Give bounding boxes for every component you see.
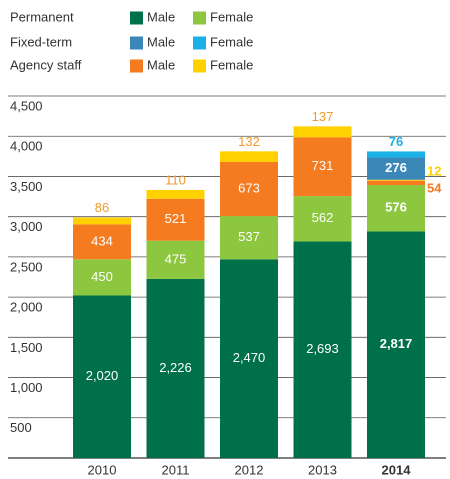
y-tick-label: 4,500 (10, 98, 43, 113)
value-label: 2,020 (86, 368, 119, 383)
value-label: 576 (385, 200, 407, 215)
legend-swatch (193, 11, 206, 25)
value-label: 54 (427, 180, 442, 195)
bar-segment (293, 137, 352, 197)
bar-segment (220, 259, 278, 458)
value-label: 450 (91, 269, 113, 284)
bar-segment (220, 216, 278, 260)
value-label: 2,693 (306, 341, 339, 356)
value-label: 276 (385, 160, 407, 175)
legend-label: Female (210, 9, 253, 24)
bar-segment (146, 189, 205, 199)
bar-segment (367, 185, 425, 232)
bar-segment (367, 179, 425, 181)
value-label: 434 (91, 233, 113, 248)
bar-segment (367, 180, 425, 186)
bar-segment (220, 161, 278, 217)
legend-swatch (193, 59, 206, 73)
bar-segment (367, 157, 425, 180)
y-tick-label: 4,000 (10, 139, 43, 154)
value-label: 110 (165, 172, 186, 187)
bar-segment (367, 151, 425, 158)
value-label: 76 (389, 134, 403, 149)
value-label: 86 (95, 200, 109, 215)
bar-segment (293, 241, 352, 458)
value-label: 521 (165, 211, 187, 226)
y-tick-label: 3,000 (10, 219, 43, 234)
legend-swatch (193, 36, 206, 50)
bar-segment (146, 240, 205, 279)
bar-segment (73, 259, 131, 296)
bar-segment (73, 217, 131, 225)
value-label: 12 (427, 164, 441, 179)
value-label: 2,470 (233, 350, 266, 365)
value-label: 562 (312, 210, 334, 225)
y-tick-label: 3,500 (10, 179, 43, 194)
legend-swatch (130, 11, 143, 25)
legend-group: Permanent (10, 9, 74, 24)
legend-swatch (130, 59, 143, 73)
legend-label: Female (210, 34, 253, 49)
legend-label: Male (147, 34, 175, 49)
bar-segment (73, 295, 131, 458)
y-tick-label: 500 (10, 420, 32, 435)
value-label: 475 (165, 251, 187, 266)
legend-label: Male (147, 57, 175, 72)
legend-swatch (130, 36, 143, 50)
y-tick-label: 1,500 (10, 340, 43, 355)
value-label: 132 (238, 134, 260, 149)
x-tick-label: 2011 (162, 462, 190, 477)
x-tick-label: 2013 (308, 462, 337, 477)
bar-segment (146, 278, 205, 458)
legend-group: Fixed-term (10, 34, 72, 49)
bar-segment (220, 151, 278, 162)
value-label: 2,817 (380, 336, 413, 351)
x-tick-label: 2012 (235, 462, 264, 477)
value-label: 137 (312, 109, 334, 124)
bar-segment (293, 196, 352, 242)
y-tick-label: 1,000 (10, 380, 43, 395)
value-label: 2,226 (159, 360, 192, 375)
value-label: 731 (312, 158, 334, 173)
y-tick-label: 2,500 (10, 259, 43, 274)
x-tick-label: 2010 (88, 462, 117, 477)
bar-segment (293, 126, 352, 138)
bar-segment (367, 231, 425, 458)
legend-label: Male (147, 9, 175, 24)
legend-label: Female (210, 57, 253, 72)
x-tick-label: 2014 (382, 462, 412, 477)
legend-group: Agency staff (10, 57, 82, 72)
value-label: 537 (238, 229, 260, 244)
bar-segment (146, 198, 205, 241)
y-tick-label: 2,000 (10, 300, 43, 315)
value-label: 673 (238, 180, 260, 195)
bar-segment (73, 224, 131, 260)
